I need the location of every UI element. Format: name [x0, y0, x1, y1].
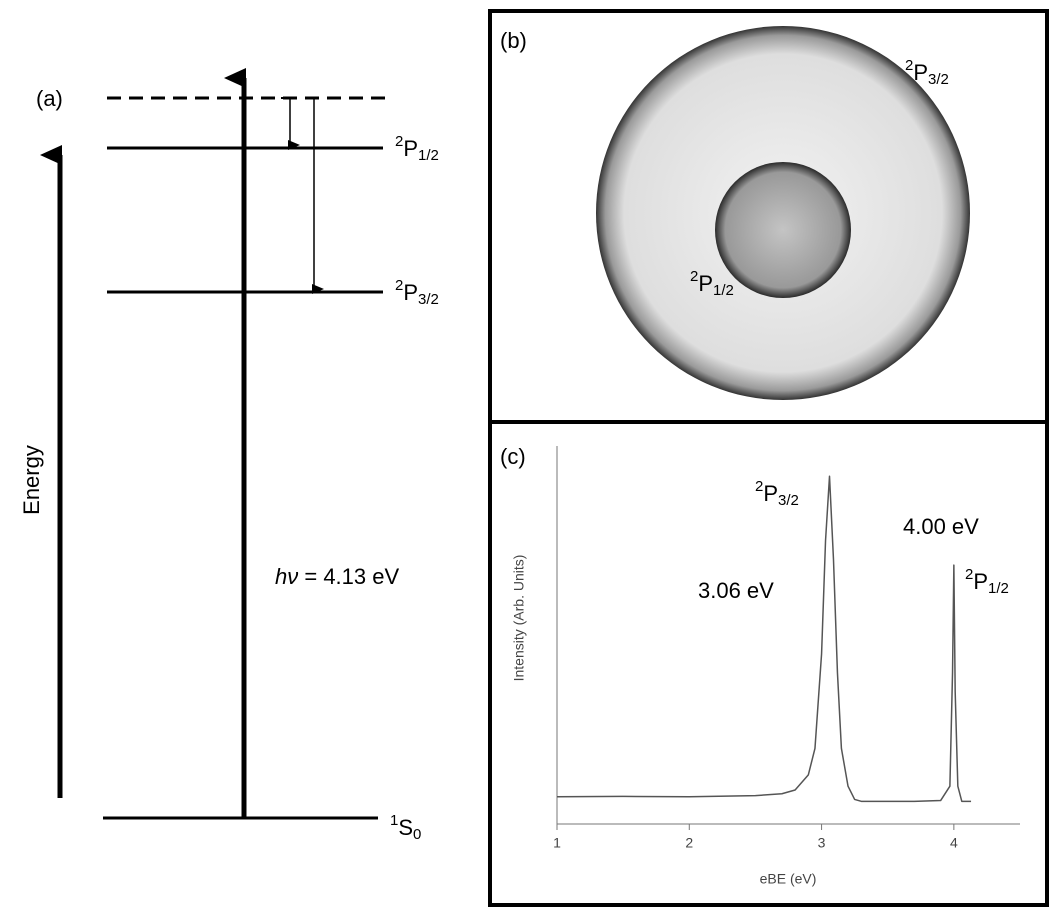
photon-energy: = 4.13 eV — [298, 564, 399, 589]
panel-a — [60, 78, 385, 818]
term-subscript: 1/2 — [713, 282, 734, 299]
term-subscript: 3/2 — [778, 492, 799, 509]
term-superscript: 2 — [690, 268, 698, 285]
x-axis-label: eBE (eV) — [760, 871, 817, 887]
peak-energy: 3.06 eV — [698, 578, 774, 603]
x-tick-label: 4 — [950, 835, 958, 851]
panel-tag: (b) — [500, 28, 527, 53]
term-subscript: 0 — [413, 826, 421, 843]
peak-energy: 4.00 eV — [903, 514, 979, 539]
term-subscript: 3/2 — [418, 291, 439, 308]
term-letter: P — [763, 481, 778, 506]
term-superscript: 2 — [395, 133, 403, 150]
level-label: 1S0 — [390, 812, 421, 843]
x-tick-label: 2 — [685, 835, 693, 851]
photon-label: hν = 4.13 eV — [275, 564, 399, 589]
term-superscript: 1 — [390, 812, 398, 829]
panel-tag: (a) — [36, 86, 63, 111]
level-label: 2P1/2 — [395, 133, 439, 164]
panel-tag: (c) — [500, 444, 526, 469]
term-letter: P — [913, 60, 928, 85]
level-label: 2P3/2 — [395, 277, 439, 308]
term-letter: P — [973, 569, 988, 594]
term-letter: P — [698, 271, 713, 296]
term-superscript: 2 — [965, 566, 973, 583]
photon-symbol: hν — [275, 564, 298, 589]
figure: (a) Energy 2P1/2 2P3/2 1S0 hν = 4.13 eV … — [0, 0, 1049, 907]
term-superscript: 2 — [395, 277, 403, 294]
term-superscript: 2 — [905, 57, 913, 74]
x-tick-label: 1 — [553, 835, 561, 851]
term-subscript: 1/2 — [418, 147, 439, 164]
inner-ring — [715, 162, 851, 298]
term-superscript: 2 — [755, 478, 763, 495]
term-letter: P — [403, 136, 418, 161]
term-subscript: 3/2 — [928, 71, 949, 88]
y-axis-label: Intensity (Arb. Units) — [511, 555, 527, 682]
x-tick-label: 3 — [818, 835, 826, 851]
term-subscript: 1/2 — [988, 580, 1009, 597]
term-letter: P — [403, 280, 418, 305]
term-letter: S — [398, 815, 413, 840]
axis-label: Energy — [19, 445, 44, 515]
